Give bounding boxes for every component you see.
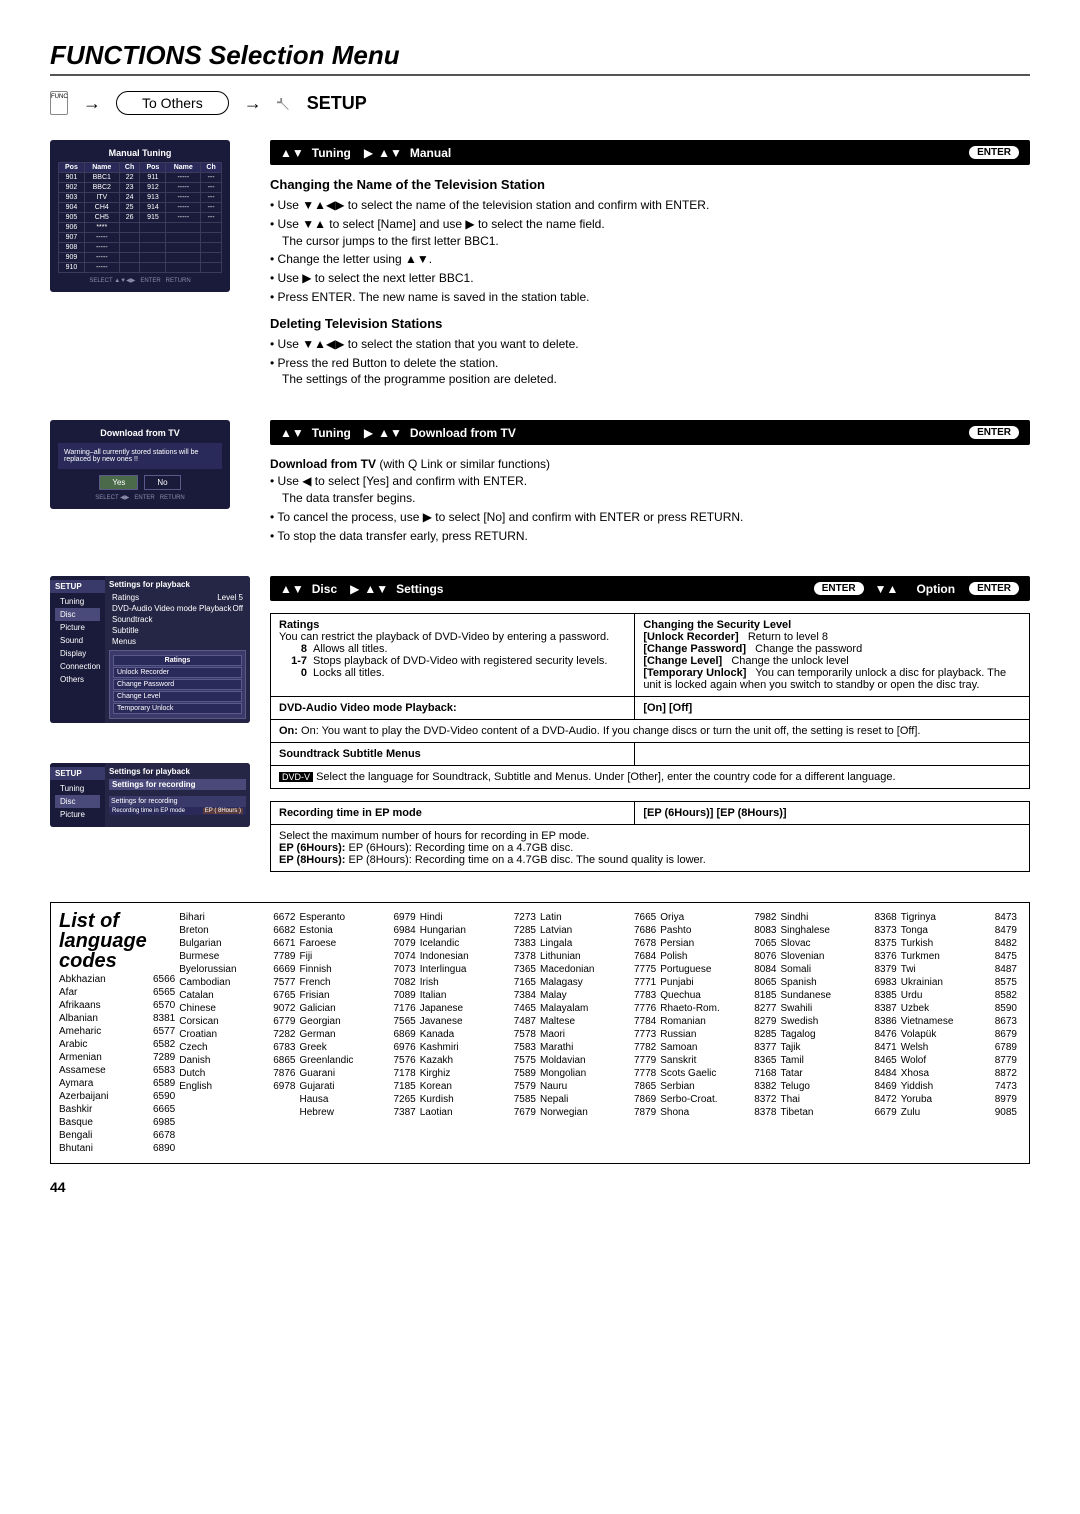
to-others-button[interactable]: To Others (116, 91, 229, 115)
instruction: Use ▼▲◀▶ to select the station that you … (270, 336, 1030, 353)
nav-row: FUNC → To Others → SETUP (50, 91, 1030, 115)
arrow-icon: → (83, 93, 101, 114)
instruction: Change the letter using ▲▼. (270, 251, 1030, 268)
instruction: Press ENTER. The new name is saved in th… (270, 289, 1030, 306)
yes-button[interactable]: Yes (99, 475, 138, 490)
heading-change-name: Changing the Name of the Television Stat… (270, 177, 1030, 192)
download-tv-screenshot: Download from TV Warning–all currently s… (50, 420, 230, 509)
heading-delete-station: Deleting Television Stations (270, 316, 1030, 331)
breadcrumb-tuning-manual: ▲▼Tuning ▶ ▲▼Manual ENTER (270, 140, 1030, 165)
instruction: Use ▼▲◀▶ to select the name of the telev… (270, 197, 1030, 214)
disc-settings-table: Ratings You can restrict the playback of… (270, 613, 1030, 789)
setup-playback-screenshot: SETUP TuningDiscPictureSoundDisplayConne… (50, 576, 250, 723)
functions-icon: FUNC (50, 91, 68, 115)
page-number: 44 (50, 1179, 1030, 1195)
instruction: Press the red Button to delete the stati… (270, 355, 1030, 389)
enter-button[interactable]: ENTER (968, 581, 1020, 596)
page-title: FUNCTIONS Selection Menu (50, 40, 1030, 76)
instruction: To cancel the process, use ▶ to select [… (270, 509, 1030, 526)
breadcrumb-disc-settings: ▲▼Disc ▶ ▲▼Settings ENTER ▼▲Option ENTER (270, 576, 1030, 601)
arrow-icon: → (244, 93, 262, 114)
enter-button[interactable]: ENTER (813, 581, 865, 596)
setup-label: SETUP (307, 93, 367, 114)
instruction: Use ▶ to select the next letter BBC1. (270, 270, 1030, 287)
instruction: Use ◀ to select [Yes] and confirm with E… (270, 473, 1030, 507)
setup-recording-screenshot: SETUP TuningDiscPicture Settings for pla… (50, 763, 250, 827)
instruction: To stop the data transfer early, press R… (270, 528, 1030, 545)
heading-download: Download from TV (270, 457, 376, 471)
breadcrumb-tuning-download: ▲▼Tuning ▶ ▲▼Download from TV ENTER (270, 420, 1030, 445)
no-button[interactable]: No (144, 475, 180, 490)
setup-icon (277, 96, 292, 110)
instruction: Use ▼▲ to select [Name] and use ▶ to sel… (270, 216, 1030, 250)
manual-tuning-screenshot: Manual Tuning PosNameChPosNameCh901BBC12… (50, 140, 230, 292)
recording-settings-table: Recording time in EP mode [EP (6Hours)] … (270, 801, 1030, 872)
enter-button[interactable]: ENTER (968, 425, 1020, 440)
enter-button[interactable]: ENTER (968, 145, 1020, 160)
language-codes-table: List of language codesAbkhazian6566Afar6… (50, 902, 1030, 1164)
